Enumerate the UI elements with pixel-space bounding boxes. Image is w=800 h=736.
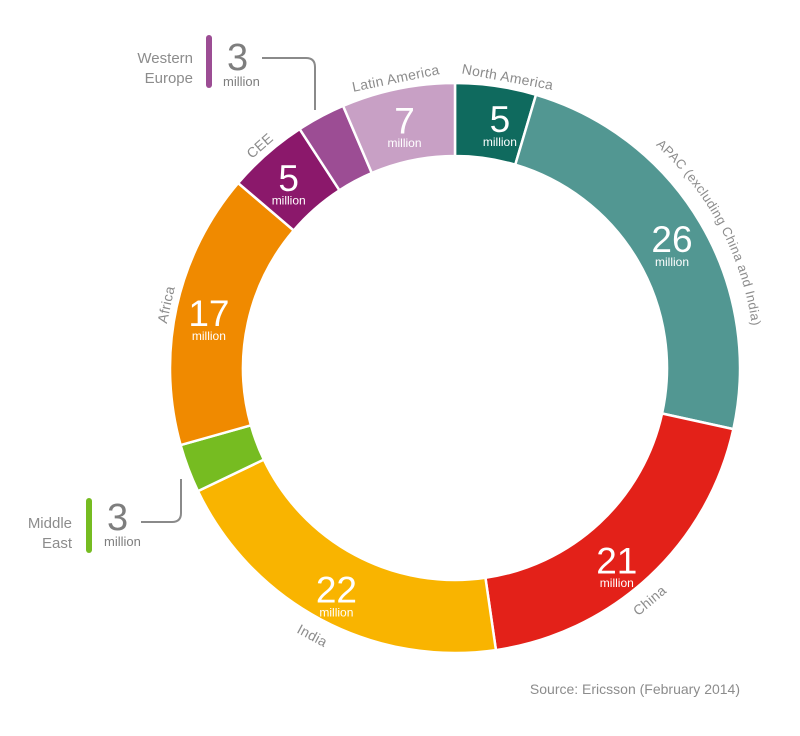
value-africa: 17 xyxy=(188,293,229,334)
middle-east-callout-connector-line xyxy=(141,479,182,523)
segment-value-labels: 5million26million21million22million17mil… xyxy=(188,99,692,619)
segment-latin-america xyxy=(341,81,457,175)
value-north-america: 5 xyxy=(490,99,511,140)
unit-africa: million xyxy=(192,329,226,343)
unit-apac-excluding-china-and-india: million xyxy=(655,255,689,269)
segment-china xyxy=(484,411,735,652)
western-europe-callout-connector-line xyxy=(262,57,316,110)
value-latin-america: 7 xyxy=(394,100,415,141)
value-india: 22 xyxy=(316,570,357,611)
western-europe-callout-label-line2: Europe xyxy=(145,70,193,87)
middle-east-callout-label-line2: East xyxy=(42,535,73,552)
unit-china: million xyxy=(600,576,634,590)
unit-cee: million xyxy=(272,194,306,208)
western-europe-callout-bar xyxy=(206,35,212,88)
middle-east-callout: Middle East 3 million xyxy=(28,479,182,553)
value-apac-excluding-china-and-india: 26 xyxy=(651,219,692,260)
value-china: 21 xyxy=(596,540,637,581)
region-label-africa: Africa xyxy=(154,284,178,324)
segment-apac-excluding-china-and-india xyxy=(513,93,742,431)
middle-east-callout-unit: million xyxy=(104,534,141,549)
value-cee: 5 xyxy=(278,158,299,199)
western-europe-callout-value: 3 xyxy=(227,37,248,79)
region-label-india: India xyxy=(295,621,331,650)
middle-east-callout-bar xyxy=(86,498,92,553)
donut-segments xyxy=(168,81,742,655)
segment-india xyxy=(196,457,498,655)
unit-india: million xyxy=(319,605,353,619)
source-text: Source: Ericsson (February 2014) xyxy=(530,681,740,697)
unit-north-america: million xyxy=(483,135,517,149)
unit-latin-america: million xyxy=(387,136,421,150)
western-europe-callout-unit: million xyxy=(223,74,260,89)
western-europe-callout-label-line1: Western xyxy=(137,50,193,67)
middle-east-callout-value: 3 xyxy=(107,497,128,539)
middle-east-callout-label-line1: Middle xyxy=(28,515,72,532)
western-europe-callout: Western Europe 3 million xyxy=(137,35,316,110)
